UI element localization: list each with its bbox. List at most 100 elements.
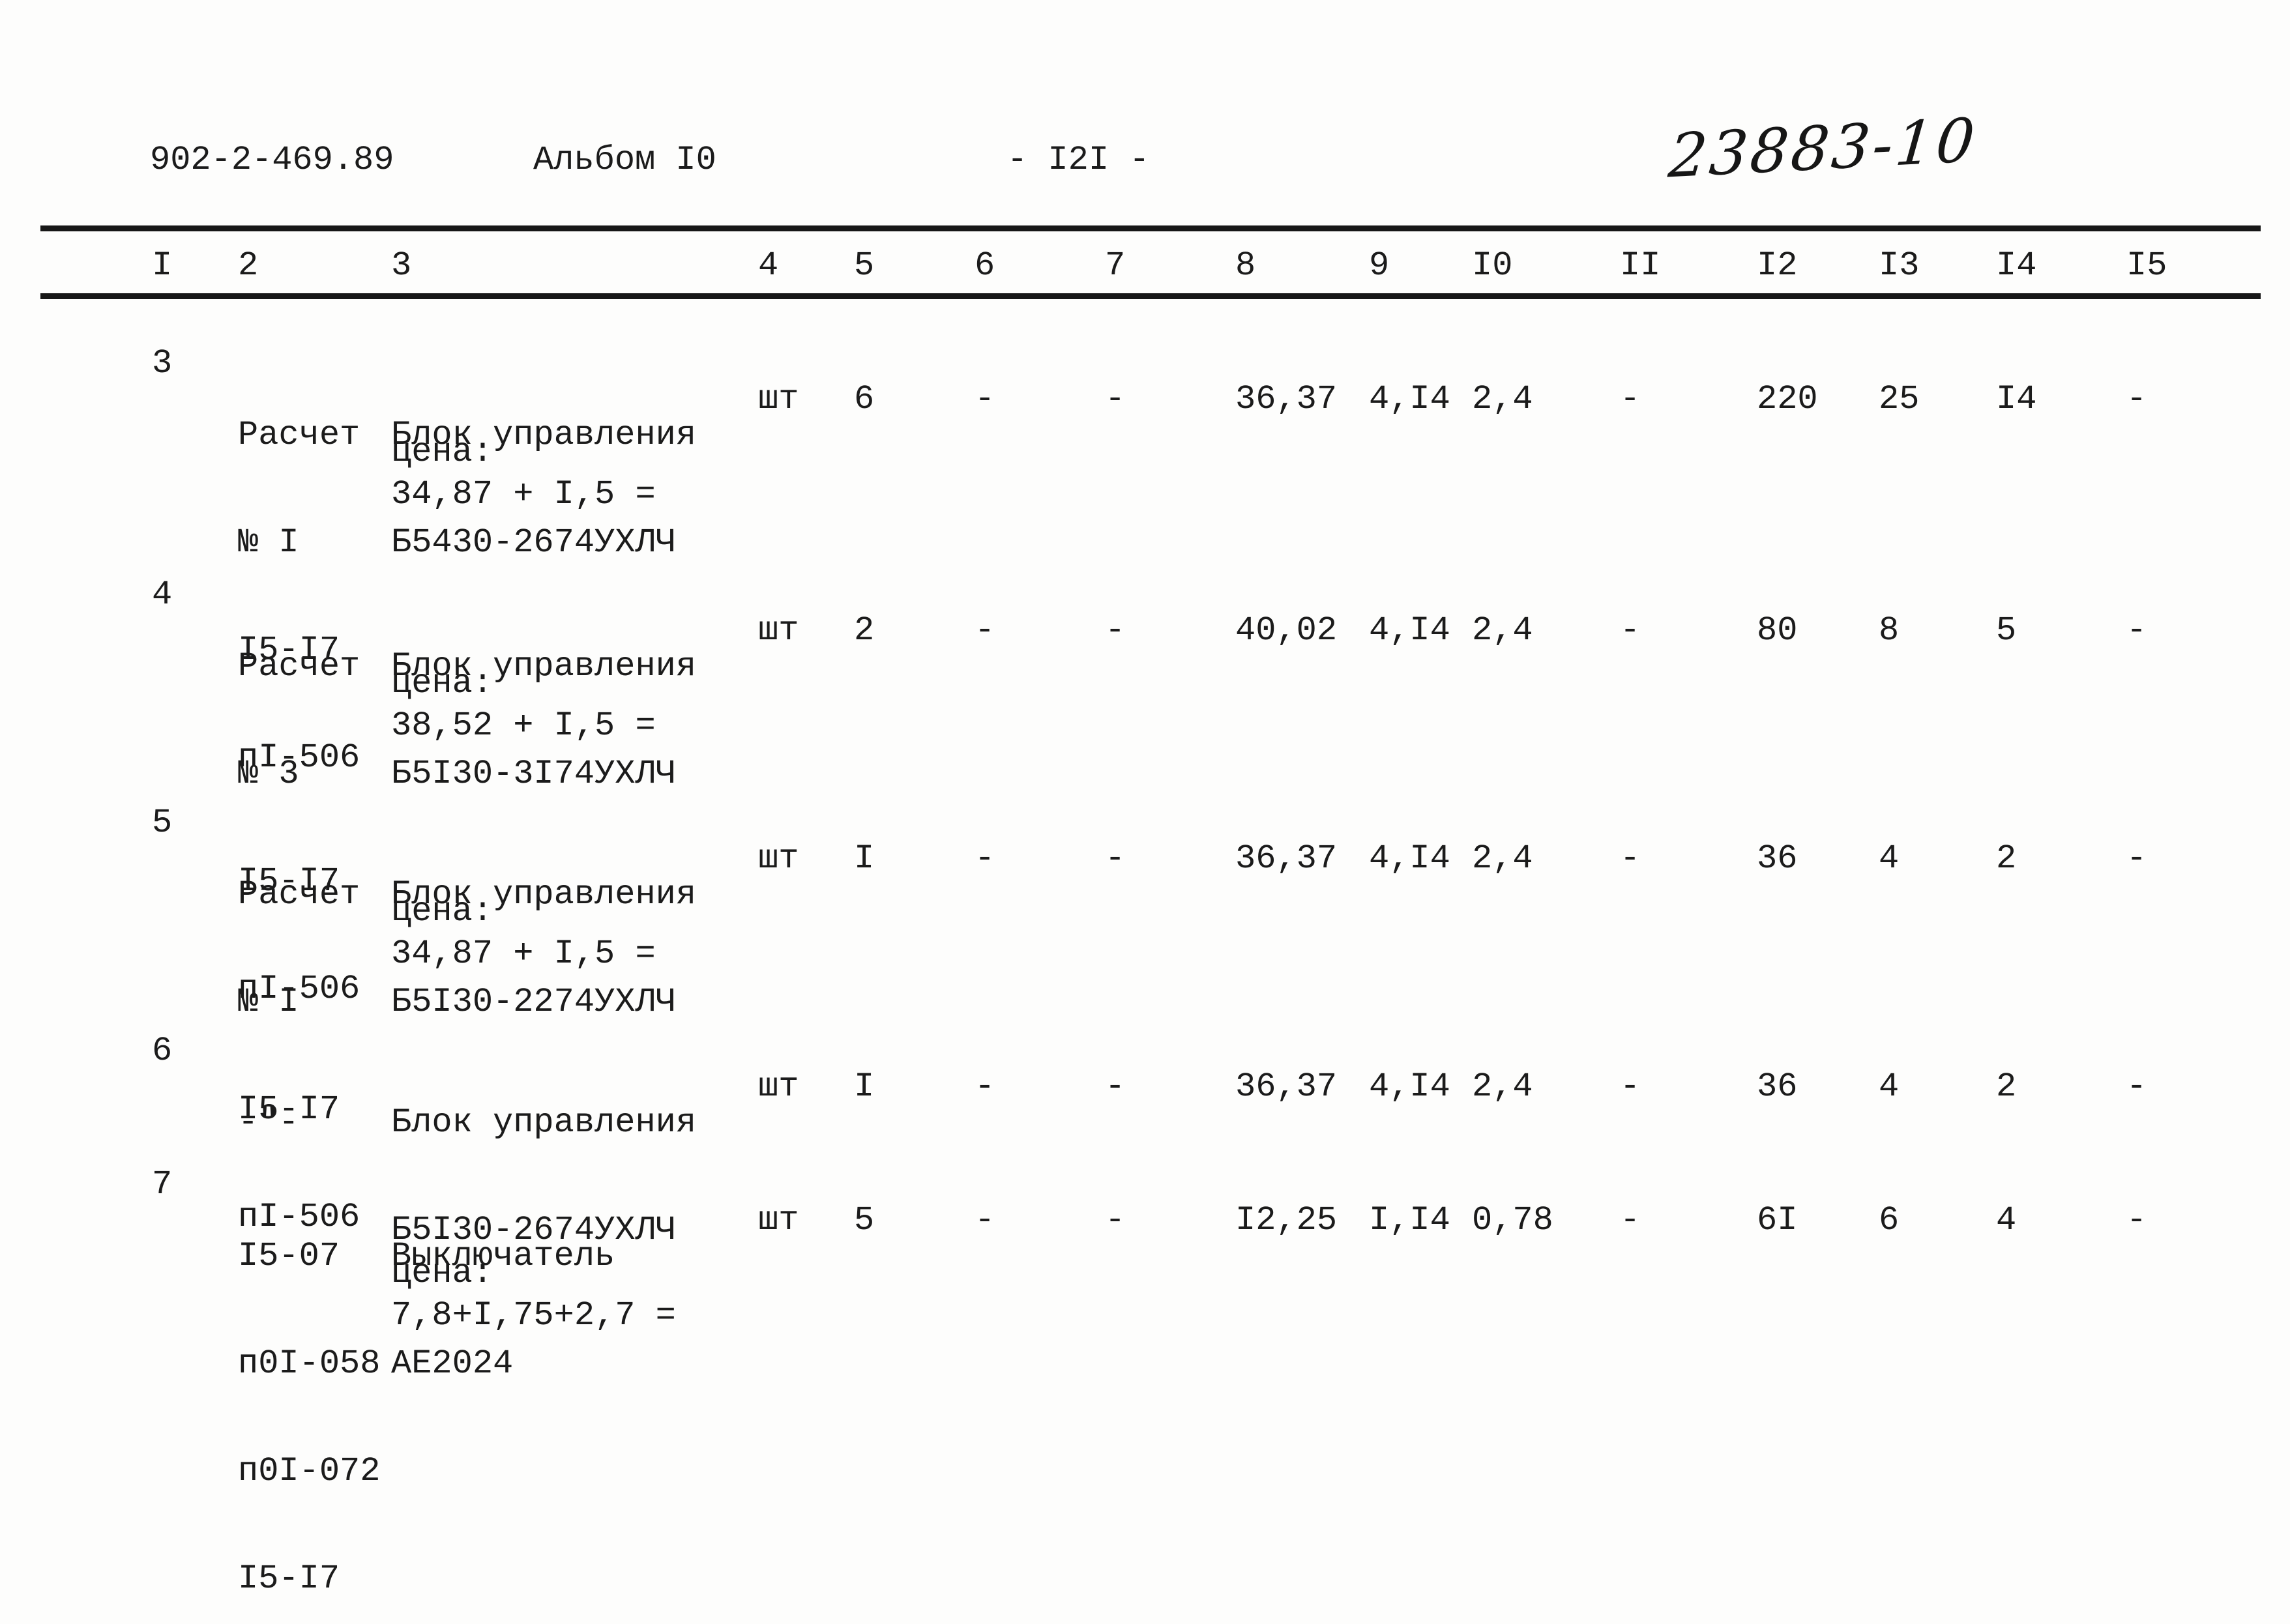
- ref-line: № I: [238, 523, 299, 562]
- ref-line: Расчет: [238, 416, 360, 454]
- value-cell: 36: [1757, 839, 1798, 878]
- ref-line: п0I-072: [238, 1452, 381, 1490]
- value-cell: -: [1620, 1067, 1641, 1106]
- column-number: I0: [1472, 246, 1513, 285]
- handwritten-stamp: 23883-10: [1666, 105, 1980, 192]
- name-line: Б5I30-2674УХЛЧ: [391, 1211, 676, 1249]
- name-line: Блок управления: [391, 647, 697, 686]
- ref-line: пI-506: [238, 1198, 360, 1236]
- value-cell: 40,02: [1235, 611, 1338, 650]
- ref-line: Расчет: [238, 647, 360, 686]
- value-cell: -: [975, 611, 995, 650]
- album-label: Альбом I0: [533, 141, 716, 179]
- ref-line: I5-I7: [238, 1090, 340, 1129]
- value-cell: 2,4: [1472, 611, 1533, 650]
- column-number: I2: [1757, 246, 1798, 285]
- item-name-cell: Блок управления Б5I30-2274УХЛЧ: [391, 805, 696, 1092]
- reference-cell: Расчет № 3 I5-I7 пI-506: [238, 577, 360, 1079]
- column-number: 4: [758, 246, 779, 285]
- ref-line: I5-07: [238, 1237, 340, 1275]
- value-cell: -: [1105, 380, 1126, 418]
- value-cell: 4,I4: [1369, 1067, 1450, 1106]
- qty-cell: 6: [854, 380, 875, 418]
- price-formula: 7,8+I,75+2,7 =: [391, 1296, 676, 1335]
- value-cell: -: [1620, 380, 1641, 418]
- name-line: АЕ2024: [391, 1344, 514, 1383]
- value-cell: 4: [1996, 1201, 2017, 1240]
- value-cell: -: [2126, 611, 2147, 650]
- value-cell: -: [2126, 380, 2147, 418]
- column-number: 2: [238, 246, 259, 285]
- value-cell: -: [1105, 611, 1126, 650]
- value-cell: -: [2126, 1201, 2147, 1240]
- ref-line: Расчет: [238, 875, 360, 914]
- item-name-cell: Блок управления Б5430-2674УХЛЧ: [391, 345, 696, 632]
- value-cell: -: [1105, 1201, 1126, 1240]
- row-number: 6: [152, 1032, 173, 1070]
- reference-cell: I5-07 п0I-058 п0I-072 I5-I7 пI-35I 8-574…: [238, 1167, 380, 1624]
- name-line: Выключатель: [391, 1237, 615, 1275]
- row-number: 4: [152, 575, 173, 614]
- ref-line: I5-I7: [238, 862, 340, 901]
- reference-cell: -"-: [238, 1033, 360, 1212]
- name-line: Б5430-2674УХЛЧ: [391, 523, 676, 562]
- value-cell: -: [2126, 839, 2147, 878]
- value-cell: 8: [1879, 611, 1900, 650]
- value-cell: -: [975, 1201, 995, 1240]
- value-cell: I4: [1996, 380, 2037, 418]
- ref-line: № I: [238, 983, 299, 1021]
- column-number: I3: [1879, 246, 1920, 285]
- value-cell: -: [975, 380, 995, 418]
- value-cell: -: [975, 839, 995, 878]
- unit-cell: шт: [758, 380, 799, 418]
- doc-number: 902-2-469.89: [150, 141, 394, 179]
- column-numbers-row: I 2 3 4 5 6 7 8 9 I0 II I2 I3 I4 I5: [0, 248, 2290, 283]
- value-cell: 6: [1879, 1201, 1900, 1240]
- ref-line: п0I-058: [238, 1344, 381, 1383]
- row-number: 5: [152, 804, 173, 842]
- name-line: Блок управления: [391, 416, 697, 454]
- price-formula: 34,87 + I,5 =: [391, 475, 656, 514]
- value-cell: -: [1105, 839, 1126, 878]
- unit-cell: шт: [758, 839, 799, 878]
- unit-cell: шт: [758, 1201, 799, 1240]
- price-formula: 38,52 + I,5 =: [391, 706, 656, 745]
- item-name-cell: Выключатель АЕ2024: [391, 1167, 615, 1453]
- value-cell: 4,I4: [1369, 611, 1450, 650]
- value-cell: -: [1620, 1201, 1641, 1240]
- value-cell: 2,4: [1472, 1067, 1533, 1106]
- item-name-cell: Блок управления Б5I30-3I74УХЛЧ: [391, 577, 696, 863]
- column-number: 3: [391, 246, 412, 285]
- name-line: Блок управления: [391, 1103, 697, 1142]
- value-cell: 0,78: [1472, 1201, 1553, 1240]
- value-cell: -: [1105, 1067, 1126, 1106]
- value-cell: 2,4: [1472, 380, 1533, 418]
- qty-cell: I: [854, 839, 875, 878]
- qty-cell: 2: [854, 611, 875, 650]
- value-cell: 4: [1879, 1067, 1900, 1106]
- unit-cell: шт: [758, 611, 799, 650]
- ref-line: I5-I7: [238, 631, 340, 669]
- price-formula: 34,87 + I,5 =: [391, 935, 656, 973]
- ref-line: № 3: [238, 755, 299, 793]
- ditto-mark: -"-: [238, 1103, 299, 1142]
- qty-cell: I: [854, 1067, 875, 1106]
- value-cell: -: [2126, 1067, 2147, 1106]
- price-label: цена:: [391, 433, 493, 471]
- qty-cell: 5: [854, 1201, 875, 1240]
- column-number: I: [152, 246, 173, 285]
- column-number: 7: [1105, 246, 1126, 285]
- value-cell: 36: [1757, 1067, 1798, 1106]
- column-number: I4: [1996, 246, 2037, 285]
- column-number: 9: [1369, 246, 1390, 285]
- value-cell: 36,37: [1235, 839, 1338, 878]
- column-number: I5: [2126, 246, 2167, 285]
- value-cell: -: [975, 1067, 995, 1106]
- value-cell: -: [1620, 839, 1641, 878]
- unit-cell: шт: [758, 1067, 799, 1106]
- ref-line: пI-506: [238, 970, 360, 1008]
- item-name-cell: Блок управления Б5I30-2674УХЛЧ: [391, 1033, 696, 1320]
- page-number: - I2I -: [1007, 141, 1150, 179]
- value-cell: 4,I4: [1369, 380, 1450, 418]
